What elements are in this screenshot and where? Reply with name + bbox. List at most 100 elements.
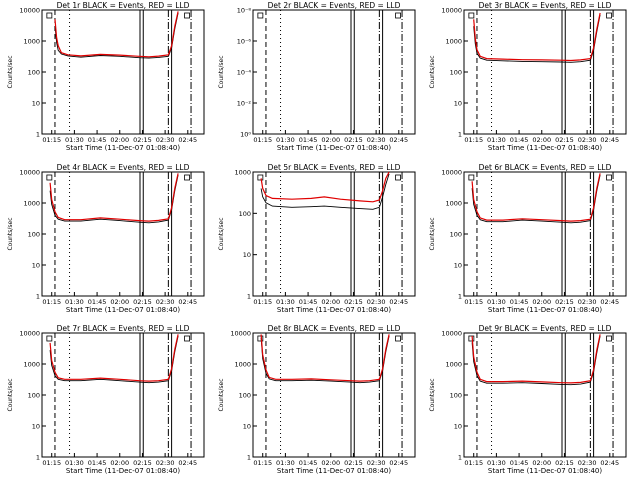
events-series-line: [49, 335, 179, 384]
y-tick-label: 100: [450, 392, 462, 400]
lld-series-line: [471, 334, 601, 384]
y-axis-label: Counts/sec: [429, 378, 436, 411]
y-tick-label: 10⁻²: [237, 100, 252, 108]
x-tick-label: 01:45: [299, 136, 318, 144]
x-tick-label: 01:15: [42, 136, 61, 144]
y-tick-label: 10000: [441, 7, 462, 15]
y-tick-label: 10⁻⁴: [237, 69, 252, 77]
plot-title: Det 8r BLACK = Events, RED = LLD: [268, 324, 401, 333]
x-axis-label: Start Time (11-Dec-07 01:08:40): [277, 306, 391, 314]
x-tick-label: 02:45: [600, 298, 619, 306]
plot-title: Det 5r BLACK = Events, RED = LLD: [268, 163, 401, 172]
y-tick-label: 10000: [230, 330, 251, 338]
plot-frame: [252, 9, 416, 135]
lld-series-line: [471, 173, 601, 222]
x-tick-label: 02:00: [532, 136, 551, 144]
x-tick-label: 02:15: [555, 136, 574, 144]
x-tick-label: 02:30: [156, 298, 175, 306]
lld-series-line: [260, 334, 390, 382]
y-tick-label: 100: [28, 392, 40, 400]
y-tick-label: 1: [36, 454, 40, 462]
y-axis-label: Counts/sec: [429, 55, 436, 88]
y-tick-label: 10: [454, 100, 462, 108]
interval-marker-box: [468, 174, 475, 181]
events-series-line: [471, 174, 601, 224]
y-tick-label: 1: [458, 293, 462, 301]
x-tick-label: 01:30: [487, 459, 506, 467]
x-axis-label: Start Time (11-Dec-07 01:08:40): [488, 467, 602, 475]
y-tick-label: 100: [28, 231, 40, 239]
y-tick-label: 10000: [441, 330, 462, 338]
x-tick-label: 02:45: [389, 298, 408, 306]
x-tick-label: 01:30: [276, 136, 295, 144]
y-tick-label: 100: [450, 69, 462, 77]
y-tick-label: 1: [247, 293, 251, 301]
x-tick-label: 01:45: [299, 459, 318, 467]
interval-marker-box: [46, 335, 53, 342]
x-tick-label: 02:00: [321, 459, 340, 467]
y-tick-label: 1: [36, 131, 40, 139]
plot-frame: [41, 332, 205, 458]
plot-frame: [252, 171, 416, 297]
x-tick-label: 02:45: [389, 459, 408, 467]
x-tick-label: 02:30: [578, 298, 597, 306]
x-tick-label: 01:15: [42, 298, 61, 306]
x-tick-label: 02:45: [178, 136, 197, 144]
x-tick-label: 01:45: [299, 298, 318, 306]
events-series-line: [260, 173, 390, 210]
x-axis-label: Start Time (11-Dec-07 01:08:40): [488, 306, 602, 314]
y-axis-label: Counts/sec: [7, 217, 14, 250]
x-tick-label: 02:30: [578, 459, 597, 467]
interval-marker-box: [257, 12, 264, 19]
y-tick-label: 10⁻⁶: [237, 38, 252, 46]
y-tick-label: 10: [243, 251, 251, 259]
x-tick-label: 01:45: [510, 298, 529, 306]
x-axis-label: Start Time (11-Dec-07 01:08:40): [488, 144, 602, 152]
y-tick-label: 10: [454, 423, 462, 431]
lld-series-line: [49, 334, 179, 382]
plot-title: Det 3r BLACK = Events, RED = LLD: [479, 1, 612, 10]
x-axis-label: Start Time (11-Dec-07 01:08:40): [277, 144, 391, 152]
plot-frame: [463, 9, 627, 135]
plot-frame: [252, 332, 416, 458]
y-axis-label: Counts/sec: [7, 55, 14, 88]
y-tick-label: 1000: [23, 38, 40, 46]
y-tick-label: 10⁻⁸: [237, 7, 252, 15]
lld-series-line: [473, 12, 601, 62]
x-tick-label: 02:15: [133, 459, 152, 467]
y-tick-label: 10: [32, 100, 40, 108]
plot-title: Det 9r BLACK = Events, RED = LLD: [479, 324, 612, 333]
y-tick-label: 10000: [19, 7, 40, 15]
interval-marker-box: [184, 174, 190, 181]
interval-marker-box: [395, 335, 401, 342]
x-tick-label: 02:00: [321, 136, 340, 144]
x-tick-label: 02:15: [344, 459, 363, 467]
x-tick-label: 01:30: [276, 298, 295, 306]
x-tick-label: 01:30: [65, 298, 84, 306]
lld-series-line: [54, 11, 179, 58]
y-tick-label: 1: [458, 131, 462, 139]
y-tick-label: 1000: [445, 38, 462, 46]
x-tick-label: 02:15: [344, 136, 363, 144]
plot-title: Det 6r BLACK = Events, RED = LLD: [479, 163, 612, 172]
x-tick-label: 02:30: [367, 298, 386, 306]
y-tick-label: 100: [239, 392, 251, 400]
y-tick-label: 1000: [23, 200, 40, 208]
y-tick-label: 1: [36, 293, 40, 301]
x-tick-label: 02:00: [110, 298, 129, 306]
y-tick-label: 1000: [445, 200, 462, 208]
events-series-line: [260, 335, 390, 384]
interval-marker-box: [606, 335, 612, 342]
y-tick-label: 10000: [19, 169, 40, 177]
x-tick-label: 02:30: [367, 136, 386, 144]
y-tick-label: 1000: [445, 361, 462, 369]
y-tick-label: 100: [28, 69, 40, 77]
y-tick-label: 10: [32, 262, 40, 270]
x-axis-label: Start Time (11-Dec-07 01:08:40): [66, 467, 180, 475]
x-tick-label: 01:30: [487, 136, 506, 144]
x-tick-label: 02:15: [555, 459, 574, 467]
interval-marker-box: [468, 12, 475, 19]
plot-title: Det 1r BLACK = Events, RED = LLD: [57, 1, 190, 10]
x-tick-label: 02:00: [532, 459, 551, 467]
